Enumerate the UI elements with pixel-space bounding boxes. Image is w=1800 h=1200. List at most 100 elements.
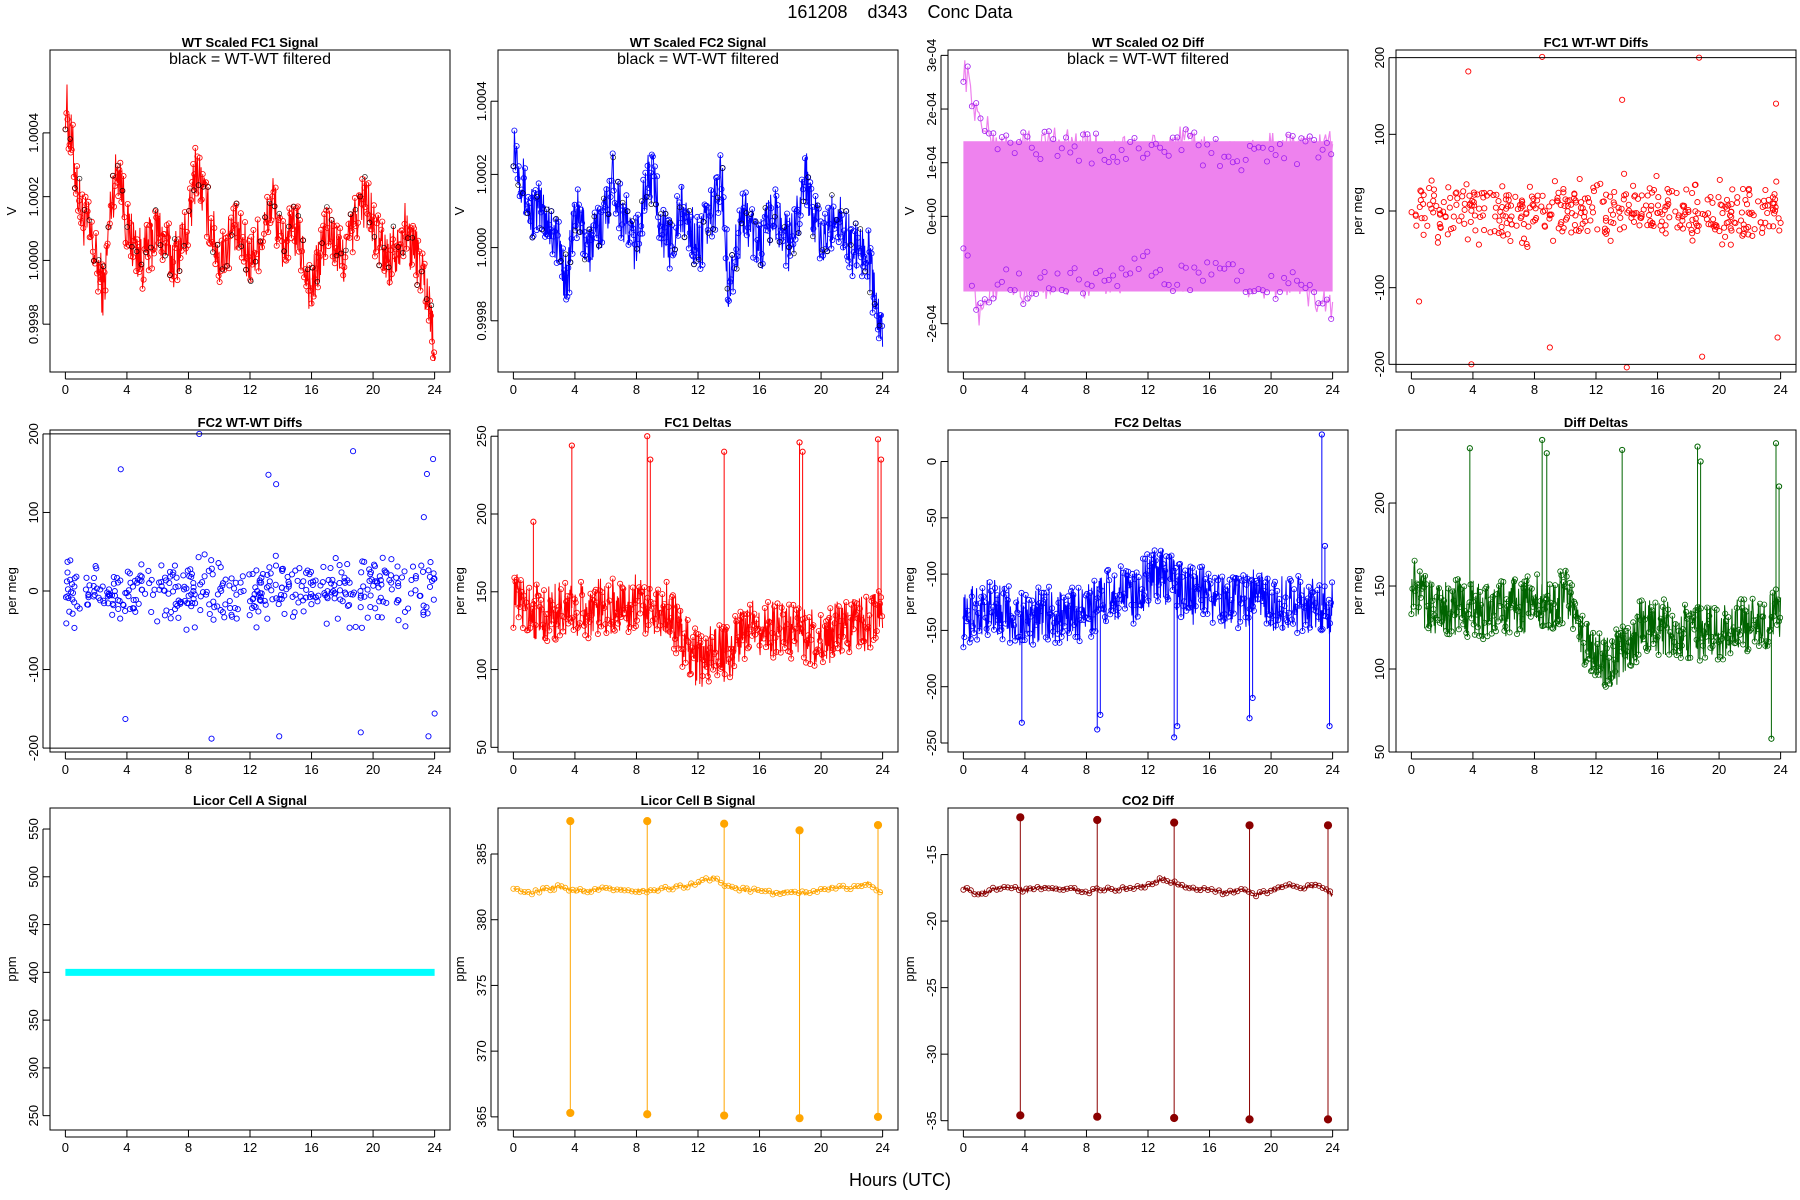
data-point <box>1238 886 1245 893</box>
data-point <box>629 584 636 591</box>
filtered-point <box>615 179 621 185</box>
data-point <box>753 256 760 263</box>
data-point <box>838 647 845 654</box>
data-point <box>120 602 127 609</box>
data-point <box>1045 128 1052 135</box>
data-point <box>1116 591 1123 598</box>
data-point <box>1313 608 1320 615</box>
data-point <box>284 573 291 580</box>
data-point <box>757 629 764 636</box>
data-point <box>83 574 90 581</box>
data-point <box>1138 586 1145 593</box>
data-point <box>1480 194 1487 201</box>
data-point <box>1607 237 1614 244</box>
data-point <box>1135 574 1142 581</box>
data-point <box>1689 230 1696 237</box>
data-point <box>688 251 695 258</box>
data-point <box>1191 129 1198 136</box>
data-point <box>1546 203 1553 210</box>
data-point <box>1248 576 1255 583</box>
data-point <box>756 222 763 229</box>
data-point <box>374 613 381 620</box>
data-point <box>1519 239 1526 246</box>
data-point <box>870 636 877 643</box>
data-point <box>1612 668 1619 675</box>
filtered-point <box>600 195 607 202</box>
data-point <box>721 671 728 678</box>
data-point <box>64 569 71 576</box>
filtered-point <box>257 238 263 244</box>
data-point <box>197 197 204 204</box>
data-point <box>304 278 311 285</box>
x-tick-label: 12 <box>691 382 705 397</box>
data-point <box>1193 886 1200 893</box>
data-point <box>1453 609 1460 616</box>
data-point <box>1505 192 1512 199</box>
data-point <box>149 591 157 598</box>
data-point <box>1122 271 1129 278</box>
data-point <box>1101 614 1108 621</box>
data-point <box>269 193 276 200</box>
x-tick-label: 4 <box>1021 762 1028 777</box>
data-point <box>699 876 706 883</box>
filtered-point <box>577 229 583 235</box>
data-point <box>76 605 83 612</box>
filtered-point <box>366 219 373 226</box>
data-point <box>845 640 852 647</box>
data-point <box>1153 879 1160 886</box>
data-point <box>1589 209 1597 216</box>
data-point <box>1417 197 1424 204</box>
data-point <box>1016 270 1023 277</box>
data-point <box>272 552 279 559</box>
data-point <box>1303 598 1310 605</box>
outlier-point <box>1699 353 1706 360</box>
data-point <box>222 576 229 583</box>
data-point <box>1169 134 1176 141</box>
data-point <box>1026 630 1033 637</box>
data-point <box>246 612 253 619</box>
data-point <box>978 593 985 600</box>
data-point <box>714 174 721 181</box>
data-point <box>226 597 233 605</box>
data-point <box>63 578 70 585</box>
data-point <box>1444 631 1451 638</box>
data-point <box>323 620 330 627</box>
data-point <box>640 176 647 183</box>
data-point <box>1562 567 1569 574</box>
data-point <box>568 618 575 625</box>
data-point <box>1037 274 1044 281</box>
outlier-point <box>122 715 129 723</box>
data-point <box>1134 883 1141 890</box>
data-point <box>1689 237 1696 244</box>
data-point <box>1625 625 1632 632</box>
y-axis-label: ppm <box>4 956 19 981</box>
data-point <box>183 228 190 235</box>
data-point <box>1207 580 1214 587</box>
data-point <box>1002 620 1009 627</box>
data-point <box>528 615 535 622</box>
data-point <box>1563 573 1570 580</box>
data-point <box>979 585 986 592</box>
filtered-point <box>800 198 807 205</box>
data-point <box>331 582 338 589</box>
data-point <box>1071 622 1078 629</box>
data-point <box>843 885 850 892</box>
data-point <box>562 884 569 891</box>
data-point <box>1429 597 1436 604</box>
data-point <box>1281 603 1288 610</box>
data-point <box>737 217 744 224</box>
data-point <box>1764 209 1771 217</box>
filtered-point <box>510 163 517 169</box>
data-point <box>586 618 593 625</box>
data-point <box>594 631 601 638</box>
data-point <box>786 601 793 608</box>
data-point <box>417 592 424 599</box>
data-point <box>335 234 342 241</box>
series-line <box>962 549 1334 648</box>
data-point <box>354 219 361 226</box>
data-point <box>754 236 761 243</box>
data-point <box>1154 598 1161 605</box>
data-point <box>1420 583 1427 590</box>
y-axis-label: V <box>4 206 19 215</box>
data-point <box>1265 611 1272 618</box>
